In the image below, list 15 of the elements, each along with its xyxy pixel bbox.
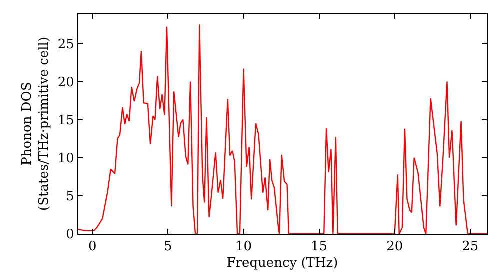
x-tick-label: 25: [462, 240, 479, 255]
y-axis-title: Phonon DOS (States/THz·primitive cell): [20, 36, 52, 212]
x-tick-label: 0: [88, 240, 97, 255]
y-tick-label: 5: [66, 189, 74, 204]
x-tick-label: 15: [311, 240, 328, 255]
y-tick-label: 15: [58, 113, 74, 128]
y-tick-label: 10: [58, 151, 74, 166]
y-tick-label: 25: [58, 37, 74, 52]
x-tick-label: 10: [235, 240, 252, 255]
x-tick-label: 20: [386, 240, 404, 255]
y-tick-label: 0: [66, 228, 74, 243]
y-tick-label: 20: [58, 75, 74, 90]
x-axis-title: Frequency (THz): [226, 256, 338, 272]
x-tick-label: 5: [164, 240, 172, 255]
line-series: [78, 24, 487, 234]
